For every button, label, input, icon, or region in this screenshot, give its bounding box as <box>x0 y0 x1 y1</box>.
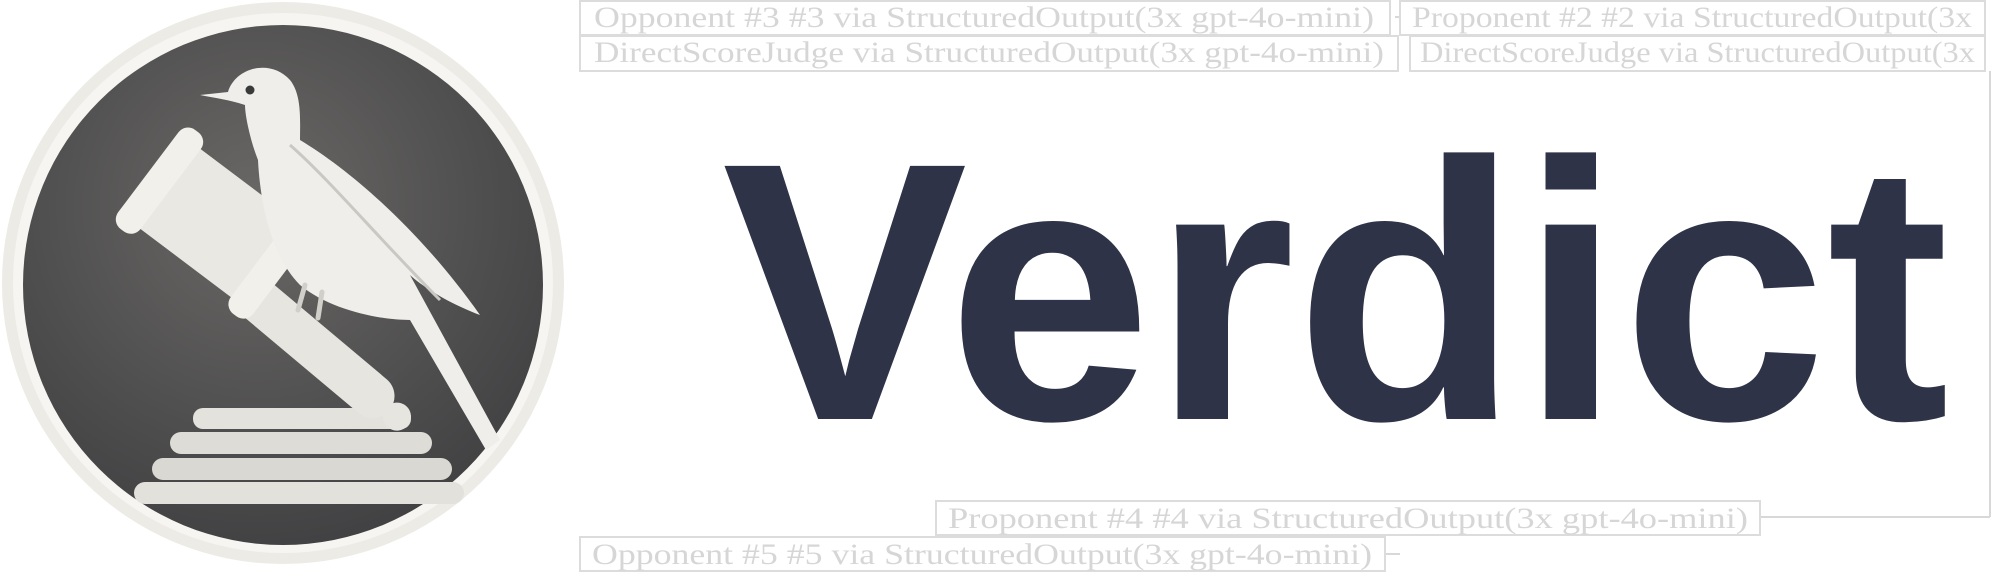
node-proponent-4: Proponent #4 #4 via StructuredOutput(3x … <box>935 500 1761 536</box>
bird-on-gavel-logo <box>2 2 564 564</box>
node-label: Opponent #5 #5 via StructuredOutput(3x g… <box>592 538 1372 571</box>
node-label: Opponent #3 #3 via StructuredOutput(3x g… <box>594 1 1374 34</box>
node-proponent-2: Proponent #2 #2 via StructuredOutput(3x <box>1399 0 1986 36</box>
node-label: DirectScoreJudge via StructuredOutput(3x… <box>594 36 1384 69</box>
node-label: Proponent #4 #4 via StructuredOutput(3x … <box>948 502 1748 535</box>
brand-title: Verdict <box>722 86 1949 497</box>
node-opponent-5: Opponent #5 #5 via StructuredOutput(3x g… <box>579 536 1386 572</box>
node-label: Proponent #2 #2 via StructuredOutput(3x <box>1412 1 1972 34</box>
flow-diagram-background: Opponent #3 #3 via StructuredOutput(3x g… <box>579 0 1991 572</box>
node-direct-score-judge-2: DirectScoreJudge via StructuredOutput(3x <box>1409 35 1986 72</box>
node-opponent-3: Opponent #3 #3 via StructuredOutput(3x g… <box>579 0 1391 36</box>
node-direct-score-judge-1: DirectScoreJudge via StructuredOutput(3x… <box>579 35 1399 72</box>
node-label: DirectScoreJudge via StructuredOutput(3x <box>1420 36 1975 69</box>
